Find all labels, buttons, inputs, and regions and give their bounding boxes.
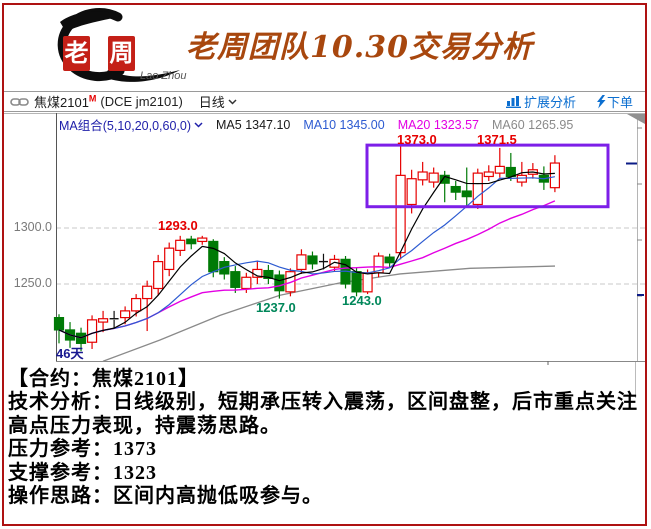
contract-line: 【合约：焦煤2101】 bbox=[8, 368, 199, 390]
extended-analysis-button[interactable]: 扩展分析 bbox=[505, 92, 576, 111]
place-order-button[interactable]: 下单 bbox=[596, 92, 633, 111]
operation-line: 操作思路：区间内高抛低吸参与。 bbox=[8, 485, 323, 508]
seal-zhou-char: 周 bbox=[110, 40, 134, 67]
chevron-down-icon bbox=[228, 98, 237, 105]
tech-line-1: 技术分析：日线级别，短期承压转入震荡，区间盘整，后市重点关注 bbox=[8, 391, 638, 414]
instrument-code: (DCE jm2101) bbox=[100, 94, 183, 109]
place-order-label: 下单 bbox=[606, 95, 633, 110]
candlestick-chart[interactable] bbox=[0, 113, 651, 365]
logo-ink-circle: 老 周 Lao Zhou bbox=[57, 8, 186, 82]
analysis-text-block: 【合约：焦煤2101】 技术分析：日线级别，短期承压转入震荡，区间盘整，后市重点… bbox=[8, 368, 642, 508]
ma20-readout: MA20 1323.57 bbox=[397, 117, 479, 132]
lightning-icon bbox=[596, 94, 606, 108]
tech-line-2: 高点压力表现，持震荡思路。 bbox=[8, 414, 281, 437]
seal-lao bbox=[63, 36, 90, 71]
link-icon[interactable] bbox=[10, 96, 29, 108]
support-line: 支撑参考：1323 bbox=[8, 461, 157, 484]
instrument-selector[interactable]: 焦煤2101M bbox=[34, 92, 96, 111]
ma5-readout: MA5 1347.10 bbox=[216, 117, 291, 132]
extended-analysis-label: 扩展分析 bbox=[523, 95, 576, 110]
ma-combo-dropdown[interactable]: MA组合(5,10,20,0,60,0) bbox=[59, 115, 203, 134]
page-title: 老周团队10.30交易分析 bbox=[186, 30, 533, 65]
laozhou-logo: 老 周 Lao Zhou bbox=[30, 8, 190, 91]
main-contract-badge: M bbox=[88, 93, 97, 104]
ma60-readout: MA60 1265.95 bbox=[492, 117, 574, 132]
y-axis-label-1300: 1300.0 bbox=[13, 220, 52, 234]
ma10-readout: MA10 1345.00 bbox=[303, 117, 385, 132]
seal-zhou bbox=[108, 36, 135, 71]
bar-chart-icon bbox=[505, 96, 521, 108]
right-scrollbar[interactable] bbox=[635, 362, 636, 398]
chevron-down-icon bbox=[194, 121, 203, 128]
y-axis-label-1250: 1250.0 bbox=[13, 276, 52, 290]
chart-toolbar: 焦煤2101M (DCE jm2101) 日线 扩展分析 bbox=[4, 91, 645, 112]
instrument-name: 焦煤2101 bbox=[34, 95, 89, 110]
ma-combo-label: MA组合(5,10,20,0,60,0) bbox=[59, 119, 192, 133]
period-dropdown[interactable]: 日线 bbox=[199, 92, 237, 111]
pressure-line: 压力参考：1373 bbox=[8, 438, 157, 461]
logo-script: Lao Zhou bbox=[140, 70, 186, 82]
ma-legend: MA组合(5,10,20,0,60,0) MA5 1347.10 MA10 13… bbox=[59, 115, 573, 134]
seal-lao-char: 老 bbox=[65, 40, 89, 67]
period-label: 日线 bbox=[198, 95, 225, 110]
